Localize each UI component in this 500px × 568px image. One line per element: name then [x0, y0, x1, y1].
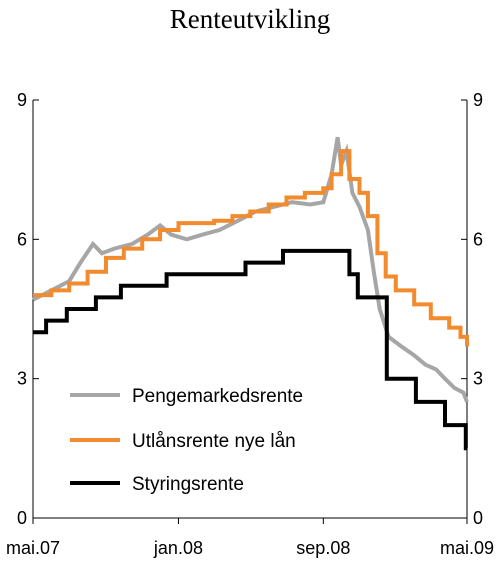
series-line-1 [32, 136, 469, 403]
y-tick-label-left: 9 [17, 90, 27, 110]
x-tick-label: sep.08 [296, 538, 350, 558]
legend-label: Pengemarkedsrente [132, 386, 303, 407]
legend: Pengemarkedsrente Utlånsrente nye lån Styr… [70, 386, 303, 495]
x-tick-label: mai.07 [6, 538, 60, 558]
y-tick-label-left: 6 [17, 229, 27, 249]
y-tick-label-left: 3 [17, 369, 27, 389]
series-line-2 [33, 149, 469, 347]
x-tick-label: mai.09 [440, 538, 494, 558]
x-tick-label: jan.08 [153, 538, 203, 558]
series-lines [32, 136, 469, 451]
y-tick-label-right: 3 [473, 369, 483, 389]
series-line-3 [33, 248, 468, 451]
legend-label: Styringsrente [132, 474, 244, 495]
axes: 0 0 3 3 6 6 9 9 mai.07 jan.08 sep.08 mai.09 [6, 90, 494, 558]
y-tick-label-right: 9 [473, 90, 483, 110]
chart-title: Renteutvikling [170, 4, 330, 34]
legend-label: Utlånsrente nye lån [132, 431, 296, 452]
y-tick-label-right: 0 [473, 508, 483, 528]
y-tick-label-right: 6 [473, 229, 483, 249]
y-tick-label-left: 0 [17, 508, 27, 528]
